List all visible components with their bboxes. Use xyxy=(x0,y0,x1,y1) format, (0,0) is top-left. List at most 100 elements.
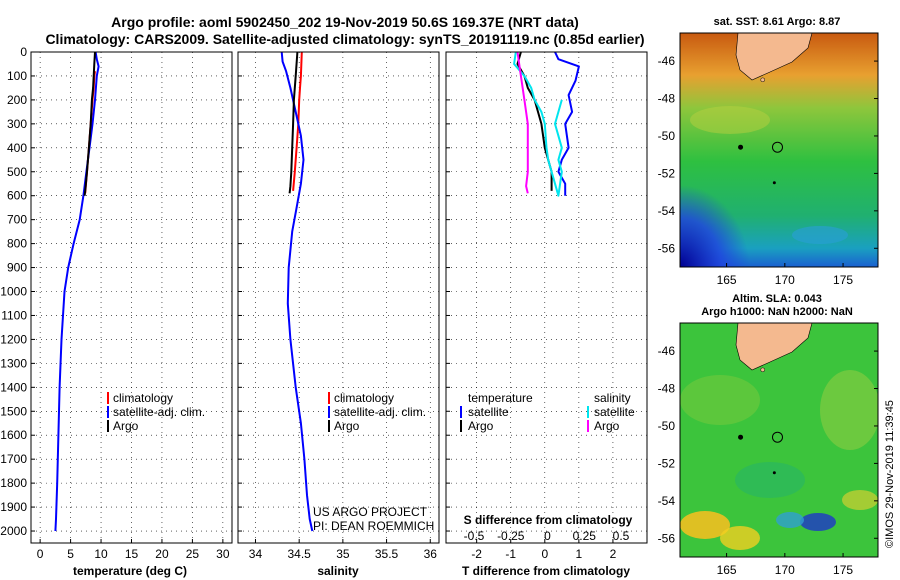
imos-credit: ©IMOS 29-Nov-2019 11:39:45 xyxy=(884,400,896,548)
x-tick-label: 25 xyxy=(186,547,200,561)
sla-map-ticks: 165 170 175 -46 -48 -50 -52 -54 -56 xyxy=(658,344,878,577)
map-lat-label: -52 xyxy=(658,166,676,180)
depth-tick-label: 1500 xyxy=(0,404,27,418)
sla-map-box xyxy=(679,322,879,558)
s-difference-label: S difference from climatology xyxy=(464,513,633,527)
depth-tick-label: 400 xyxy=(7,141,27,155)
depth-tick-label: 300 xyxy=(7,117,27,131)
temperature-legend: climatology satellite-adj. clim. Argo xyxy=(107,391,205,433)
x-tick-label: 34.5 xyxy=(287,547,311,561)
map-lat-label: -48 xyxy=(658,382,676,396)
depth-tick-label: 900 xyxy=(7,261,27,275)
depth-tick-label: 1800 xyxy=(0,476,27,490)
sst-field xyxy=(680,33,878,267)
series-line-satellite-adj-clim- xyxy=(54,51,100,532)
depth-tick-label: 1700 xyxy=(0,452,27,466)
auckland-islands xyxy=(738,434,744,440)
legend-salinity-satellite-label: satellite xyxy=(594,405,635,419)
legend-climatology-label: climatology xyxy=(113,391,173,405)
sla-map-title1: Altim. SLA: 0.043 xyxy=(732,293,822,305)
series-line-temperature-satellite xyxy=(554,51,580,196)
series-line-climatology xyxy=(292,51,303,191)
s-tick-label: 0 xyxy=(544,529,551,543)
depth-tick-label: 2000 xyxy=(0,524,27,538)
difference-panel: -0.5 -0.25 0 0.25 0.5 -2 -1 0 1 2 S difference f… xyxy=(445,51,648,578)
depth-tick-label: 700 xyxy=(7,213,27,227)
x-tick-label: 1 xyxy=(576,547,583,561)
title-line1: Argo profile: aoml 5902450_202 19-Nov-20… xyxy=(111,14,579,30)
t-difference-xlabel: T difference from climatology xyxy=(462,564,630,578)
argo-position-marker xyxy=(771,431,783,443)
map-lon-label: 175 xyxy=(833,273,853,287)
argo-position-marker xyxy=(771,141,783,153)
salinity-legend: climatology satellite-adj. clim. Argo xyxy=(328,391,426,433)
legend-argo-label: Argo xyxy=(113,419,139,433)
sst-map-title: sat. SST: 8.61 Argo: 8.87 xyxy=(714,16,841,28)
campbell-island xyxy=(772,471,776,475)
t-difference-tick-labels: -2 -1 0 1 2 xyxy=(471,547,616,561)
x-tick-label: 0 xyxy=(37,547,44,561)
depth-tick-label: 1900 xyxy=(0,500,27,514)
series-line-satellite-adj-clim- xyxy=(280,51,314,532)
map-lat-label: -46 xyxy=(658,344,676,358)
map-lat-label: -54 xyxy=(658,494,676,508)
depth-tick-label: 600 xyxy=(7,189,27,203)
depth-tick-label: 500 xyxy=(7,165,27,179)
temperature-axes-box xyxy=(30,51,233,544)
x-tick-label: -2 xyxy=(471,547,482,561)
depth-tick-label: 1400 xyxy=(0,380,27,394)
watermark-line1: US ARGO PROJECT xyxy=(313,505,428,519)
legend-temperature-header: temperature xyxy=(468,391,533,405)
depth-tick-label: 1600 xyxy=(0,428,27,442)
temperature-panel: 0100200300400500600700800900100011001200… xyxy=(0,45,233,578)
map-lat-label: -56 xyxy=(658,531,676,545)
sla-argo-position xyxy=(738,367,783,475)
salinity-xlabel: salinity xyxy=(317,564,359,578)
depth-tick-label: 1000 xyxy=(0,285,27,299)
map-lon-label: 165 xyxy=(717,273,737,287)
salinity-series xyxy=(280,51,314,532)
difference-gridlines xyxy=(446,51,647,543)
salinity-axes-box xyxy=(237,51,440,544)
depth-tick-label: 800 xyxy=(7,237,27,251)
depth-tick-label: 1300 xyxy=(0,356,27,370)
temperature-series xyxy=(54,51,100,532)
series-line-salinity-satellite xyxy=(513,51,563,197)
map-lon-label: 175 xyxy=(833,563,853,577)
sst-argo-position xyxy=(738,77,783,185)
depth-tick-label: 0 xyxy=(20,45,27,59)
x-tick-label: 35 xyxy=(336,547,350,561)
legend-temperature-satellite-label: satellite xyxy=(468,405,509,419)
map-lat-label: -54 xyxy=(658,204,676,218)
s-tick-label: -0.25 xyxy=(497,529,525,543)
difference-legend: temperature satellite Argo salinity sate… xyxy=(460,391,635,433)
temperature-gridlines xyxy=(31,51,232,543)
stewart-island xyxy=(760,367,765,373)
s-tick-label: 0.5 xyxy=(613,529,630,543)
depth-tick-label: 1100 xyxy=(1,308,27,322)
depth-tick-label: 1200 xyxy=(0,332,27,346)
new-zealand-land xyxy=(735,323,813,371)
x-tick-label: 15 xyxy=(125,547,139,561)
campbell-island xyxy=(772,181,776,185)
sst-map: sat. SST: 8.61 Argo: 8.87 165 170 175 -46 -4… xyxy=(658,16,879,287)
x-tick-label: 2 xyxy=(610,547,617,561)
s-difference-tick-labels: -0.5 -0.25 0 0.25 0.5 xyxy=(464,529,630,543)
map-lat-label: -48 xyxy=(658,92,676,106)
sla-map: Altim. SLA: 0.043 Argo h1000: NaN h2000:… xyxy=(658,293,879,577)
sla-field xyxy=(680,323,878,557)
legend-temperature-argo-label: Argo xyxy=(468,419,494,433)
x-tick-label: 34 xyxy=(249,547,263,561)
x-tick-label: 36 xyxy=(424,547,438,561)
map-lon-label: 170 xyxy=(775,273,795,287)
map-lat-label: -50 xyxy=(658,129,676,143)
s-tick-label: -0.5 xyxy=(464,529,485,543)
stewart-island xyxy=(760,77,765,83)
x-tick-label: 5 xyxy=(67,547,74,561)
map-lat-label: -52 xyxy=(658,456,676,470)
watermark-line2: PI: DEAN ROEMMICH xyxy=(313,519,434,533)
legend-climatology-label: climatology xyxy=(334,391,394,405)
series-line-argo xyxy=(83,51,96,196)
depth-tick-label: 100 xyxy=(7,69,27,83)
